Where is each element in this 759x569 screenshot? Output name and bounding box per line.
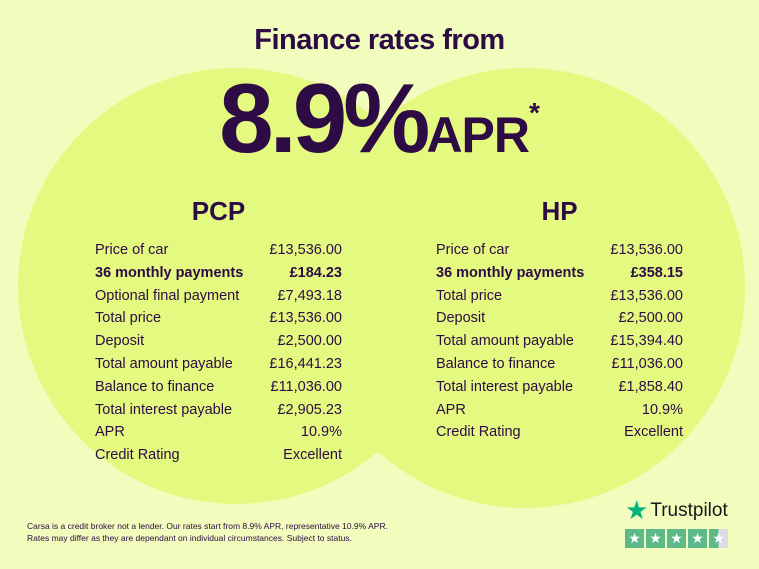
hp-panel: HP Price of car £13,536.00 36 monthly paym… xyxy=(436,196,683,444)
star-icon: ★ xyxy=(709,529,728,548)
disclaimer: Carsa is a credit broker not a lender. O… xyxy=(27,520,388,544)
table-row: Total price £13,536.00 xyxy=(95,307,342,330)
row-label: Price of car xyxy=(95,242,169,258)
star-rating: ★ ★ ★ ★ ★ xyxy=(625,529,728,548)
row-label: Total interest payable xyxy=(436,378,574,395)
star-icon: ★ xyxy=(646,529,665,548)
row-label: Optional final payment xyxy=(95,287,240,304)
hp-heading: HP xyxy=(541,196,578,226)
table-row: 36 monthly payments £358.15 xyxy=(436,262,683,285)
rate-apr: APR xyxy=(426,107,530,163)
pcp-panel: PCP Price of car £13,536.00 36 monthly pay… xyxy=(95,196,342,467)
row-value: £11,036.00 xyxy=(270,378,343,395)
table-row: 36 monthly payments £184.23 xyxy=(95,262,342,285)
star-icon: ★ xyxy=(625,529,644,548)
row-value: Excellent xyxy=(283,447,342,464)
row-value: £358.15 xyxy=(630,264,683,281)
row-value: 10.9% xyxy=(641,401,683,418)
row-label: Balance to finance xyxy=(95,378,215,395)
row-label: Total interest payable xyxy=(95,401,233,418)
asterisk: * xyxy=(529,97,540,128)
table-row: APR 10.9% xyxy=(436,399,683,422)
row-value: £16,441.23 xyxy=(269,355,342,372)
table-row: Deposit £2,500.00 xyxy=(95,330,342,353)
row-value: £13,536.00 xyxy=(269,242,342,258)
table-row: Total price £13,536.00 xyxy=(436,285,683,308)
star-icon: ★ xyxy=(667,529,686,548)
row-label: Balance to finance xyxy=(436,355,556,372)
disclaimer-line: Carsa is a credit broker not a lender. O… xyxy=(27,521,388,531)
table-row: Credit Rating Excellent xyxy=(436,421,683,444)
row-value: 10.9% xyxy=(300,424,342,441)
row-value: £15,394.40 xyxy=(610,333,683,350)
rate-value: 8.9% xyxy=(219,63,430,173)
row-value: £2,500.00 xyxy=(277,333,342,350)
table-row: Price of car £13,536.00 xyxy=(95,239,342,262)
table-row: Balance to finance £11,036.00 xyxy=(436,353,683,376)
row-value: Excellent xyxy=(624,424,683,441)
row-label: Total amount payable xyxy=(95,355,233,372)
table-row: Total amount payable £16,441.23 xyxy=(95,353,342,376)
row-value: £2,905.23 xyxy=(277,401,342,418)
trustpilot-brand: Trustpilot xyxy=(650,499,728,521)
row-label: Price of car xyxy=(436,242,510,258)
row-label: Total price xyxy=(95,310,162,327)
background-circle-right xyxy=(305,68,745,508)
row-label: Total amount payable xyxy=(436,333,574,350)
star-icon: ★ xyxy=(625,495,649,525)
row-label: Credit Rating xyxy=(436,424,521,441)
headline-title: Finance rates from xyxy=(254,24,505,56)
table-row: Optional final payment £7,493.18 xyxy=(95,285,342,308)
row-label: 36 monthly payments xyxy=(95,264,244,281)
row-label: Credit Rating xyxy=(95,447,180,464)
row-label: Deposit xyxy=(95,333,145,350)
row-label: Deposit xyxy=(436,310,486,327)
table-row: Total interest payable £1,858.40 xyxy=(436,376,683,399)
disclaimer-line: Rates may differ as they are dependant o… xyxy=(27,533,352,543)
row-value: £184.23 xyxy=(289,264,342,281)
row-label: Total price xyxy=(436,287,503,304)
row-label: APR xyxy=(95,424,125,441)
row-value: £7,493.18 xyxy=(277,287,342,304)
trustpilot-badge: ★ Trustpilot ★ ★ ★ ★ ★ xyxy=(625,495,728,548)
table-row: Deposit £2,500.00 xyxy=(436,307,683,330)
row-value: £11,036.00 xyxy=(611,355,684,372)
pcp-heading: PCP xyxy=(191,196,246,226)
row-value: £13,536.00 xyxy=(610,242,683,258)
row-label: 36 monthly payments xyxy=(436,264,585,281)
row-value: £13,536.00 xyxy=(269,310,342,327)
star-icon: ★ xyxy=(688,529,707,548)
table-row: APR 10.9% xyxy=(95,421,342,444)
table-row: Credit Rating Excellent xyxy=(95,444,342,467)
row-value: £1,858.40 xyxy=(618,378,683,395)
row-value: £13,536.00 xyxy=(610,287,683,304)
row-label: APR xyxy=(436,401,466,418)
headline-rate: 8.9%APR* xyxy=(0,62,759,175)
table-row: Total amount payable £15,394.40 xyxy=(436,330,683,353)
table-row: Price of car £13,536.00 xyxy=(436,239,683,262)
table-row: Balance to finance £11,036.00 xyxy=(95,376,342,399)
table-row: Total interest payable £2,905.23 xyxy=(95,399,342,422)
row-value: £2,500.00 xyxy=(618,310,683,327)
